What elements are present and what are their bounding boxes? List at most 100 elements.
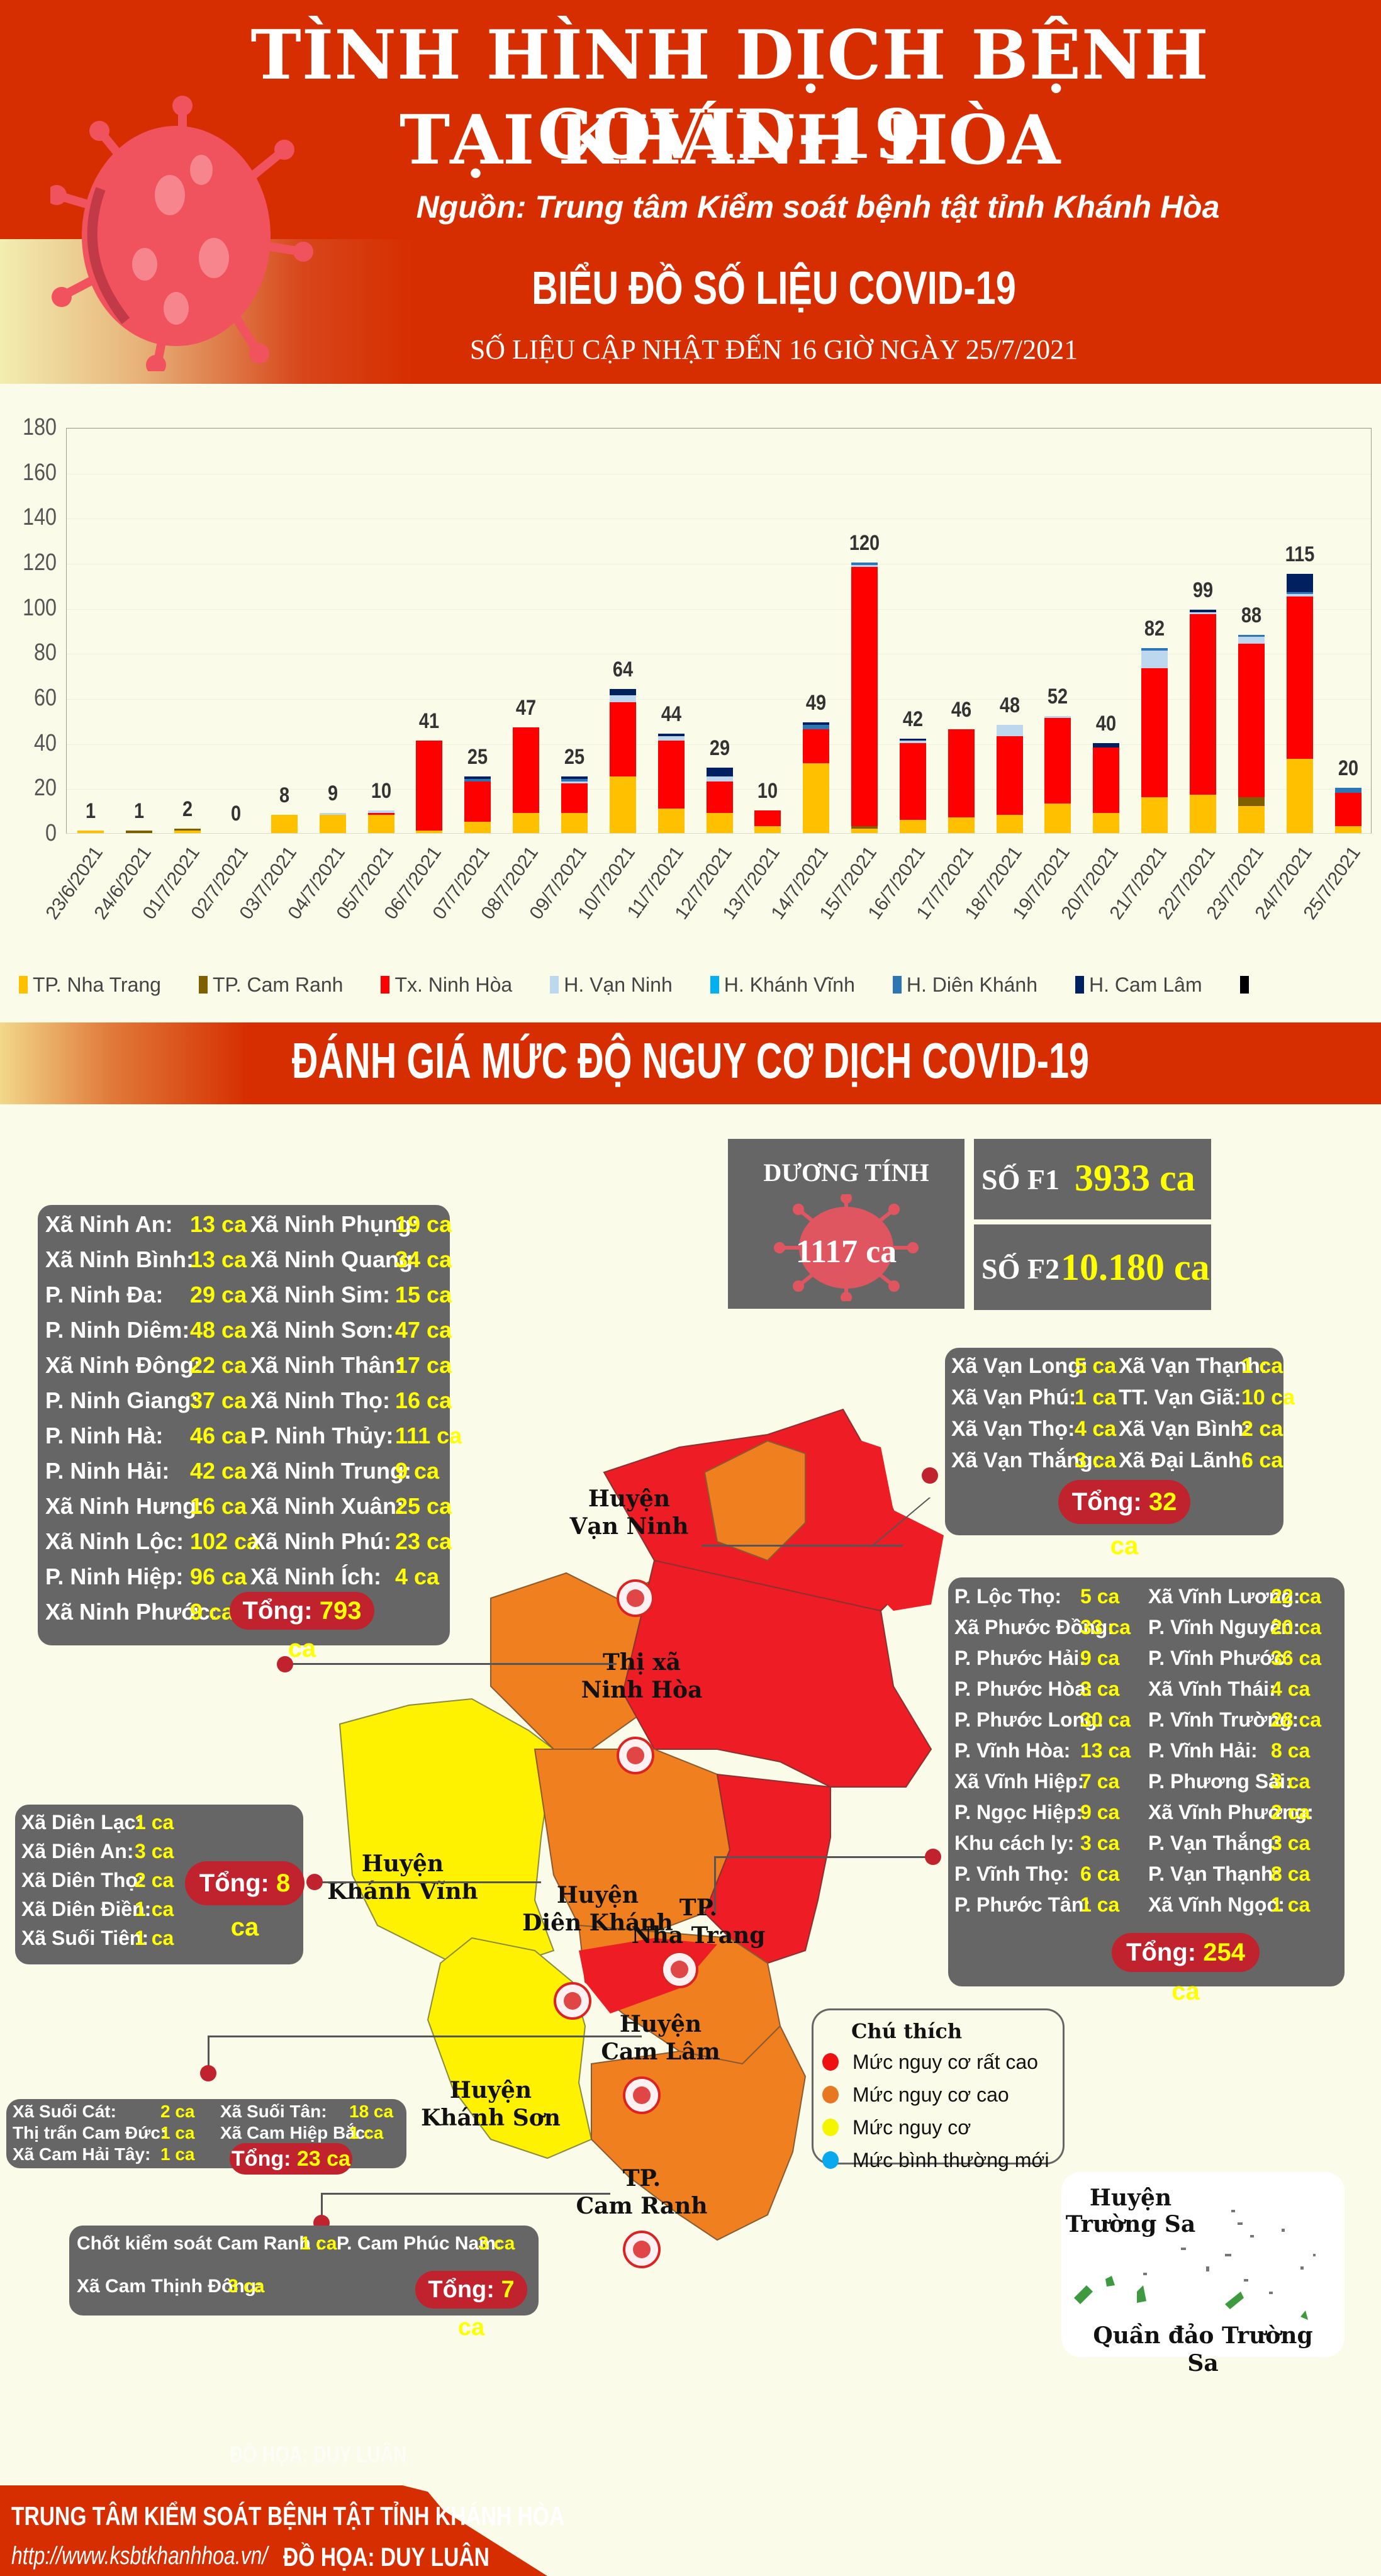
- district-row: Xã Ninh Phú: 23 ca: [250, 1528, 452, 1555]
- ward-name: P. Lộc Thọ:: [954, 1585, 1062, 1608]
- ward-name: Xã Vạn Phú:: [951, 1386, 1076, 1409]
- ward-name: P. Ninh Hải:: [45, 1458, 170, 1484]
- ward-case-count: 3 ca: [1080, 1677, 1120, 1700]
- ward-case-count: 2 ca: [1271, 1801, 1311, 1823]
- ward-case-count: 29 ca: [190, 1282, 247, 1308]
- ward-name: P. Phước Tân:: [954, 1893, 1091, 1916]
- bar-segment: [1044, 718, 1071, 804]
- district-row: Chốt kiểm soát Cam Ranh :1 ca: [77, 2233, 337, 2254]
- bar-segment: [948, 729, 975, 817]
- district-row: Xã Ninh Lộc: 102 ca: [45, 1528, 259, 1555]
- ward-name: TT. Vạn Giã:: [1119, 1386, 1241, 1409]
- bar-stack: [367, 810, 394, 833]
- f1-box: SỐ F1 3933 ca: [974, 1139, 1211, 1219]
- ward-name: P. Ninh Đa:: [45, 1282, 164, 1308]
- map-label-van-ninh: Huyện Vạn Ninh: [569, 1486, 689, 1540]
- bar-segment: [609, 695, 636, 703]
- ward-name: P. Ninh Hà:: [45, 1423, 164, 1448]
- district-row: P. Vĩnh Nguyên: 20 ca: [1148, 1616, 1321, 1639]
- ward-case-count: 4 ca: [395, 1564, 440, 1589]
- ward-name: P. Phước Hải:: [954, 1647, 1086, 1669]
- ward-case-count: 2 ca: [160, 2102, 195, 2121]
- main-title-line1: TÌNH HÌNH DỊCH BỆNH COVID-19: [250, 16, 1209, 174]
- connector-dot: [277, 1656, 293, 1672]
- bar-segment: [1190, 795, 1217, 833]
- ward-case-count: 22 ca: [1271, 1585, 1322, 1608]
- bar-total-label: 82: [1144, 617, 1165, 641]
- ward-case-count: 1 ca: [135, 1811, 174, 1834]
- bar-stack: [1238, 634, 1265, 833]
- bar-segment: [996, 725, 1023, 736]
- bar-segment: [1238, 637, 1265, 644]
- ward-case-count: 42 ca: [190, 1458, 247, 1484]
- bar-total-label: 41: [419, 709, 440, 734]
- bar-segment: [561, 779, 588, 781]
- total-pill: Tổng: 23 ca: [230, 2143, 352, 2175]
- district-row: P. Lộc Thọ: 5 ca: [954, 1585, 1119, 1608]
- y-tick-label: 140: [23, 504, 57, 531]
- virus-pin-icon: [617, 1579, 654, 1617]
- footer-url-link[interactable]: http://www.ksbtkhanhhoa.vn/: [11, 2542, 268, 2570]
- ward-name: Xã Vạn Long:: [951, 1354, 1088, 1378]
- connector-dot: [200, 2065, 216, 2081]
- legend-item: [1239, 976, 1254, 994]
- district-row: Xã Vĩnh Thái: 4 ca: [1148, 1677, 1310, 1701]
- van-ninh-box: Xã Vạn Long: 5 ca Xã Vạn Phú: 1 ca Xã Vạn Th…: [945, 1348, 1295, 1560]
- ward-case-count: 3 ca: [135, 1840, 174, 1862]
- bar-segment: [803, 729, 830, 763]
- district-row: P. Ninh Hiệp: 96 ca: [45, 1564, 247, 1590]
- ward-name: Xã Diên An:: [21, 1840, 134, 1862]
- watermark-credit: ĐỒ HỌA: DUY LUÂN: [230, 2441, 407, 2467]
- ward-case-count: 13 ca: [1080, 1739, 1131, 1762]
- district-row: Xã Ninh Đông: 22 ca: [45, 1352, 247, 1379]
- y-tick-label: 60: [34, 685, 57, 711]
- bar-segment: [706, 768, 733, 777]
- district-row: P. Ninh Thủy: 111 ca: [250, 1423, 462, 1449]
- ward-case-count: 13 ca: [190, 1246, 247, 1272]
- district-row: Xã Ninh Bình: 13 ca: [45, 1246, 247, 1273]
- ward-name: Xã Ninh Sơn:: [250, 1317, 394, 1343]
- risk-legend-label: Mức nguy cơ: [853, 2115, 971, 2139]
- bar-segment: [754, 826, 781, 833]
- connector-line: [289, 1663, 617, 1665]
- bar-segment: [174, 831, 201, 833]
- cam-ranh-box: Chốt kiểm soát Cam Ranh :1 ca P. Cam Phúc…: [69, 2226, 539, 2341]
- map-label-khanh-vinh: Huyện Khánh Vĩnh: [327, 1851, 478, 1905]
- legend-swatch: [19, 976, 28, 994]
- bar-segment: [996, 736, 1023, 815]
- ward-name: Xã Vĩnh Hiệp:: [954, 1770, 1085, 1793]
- bar-total-label: 88: [1241, 603, 1261, 627]
- gridline: [67, 699, 1371, 700]
- virus-icon: [774, 1194, 919, 1301]
- ward-case-count: 10 ca: [1241, 1386, 1295, 1409]
- district-row: Xã Ninh Sim: 15 ca: [250, 1282, 452, 1308]
- district-row: Thị trấn Cam Đức: 1 ca: [13, 2123, 195, 2143]
- bar-segment: [706, 812, 733, 833]
- y-tick-label: 100: [23, 594, 57, 621]
- district-row: Xã Ninh Xuân: 25 ca: [250, 1493, 452, 1520]
- ward-case-count: 19 ca: [395, 1211, 452, 1237]
- chart-title: BIỂU ĐỒ SỐ LIỆU COVID-19: [532, 262, 1016, 314]
- f2-box: SỐ F2 10.180 ca: [974, 1224, 1211, 1310]
- bar-stack: [754, 810, 781, 833]
- risk-legend: Chú thích Mức nguy cơ rất cao Mức nguy cơ…: [812, 2008, 1065, 2171]
- bar-segment: [1093, 742, 1120, 748]
- connector-line: [208, 2036, 210, 2067]
- ward-case-count: 9 ca: [190, 1599, 235, 1625]
- connector-line: [208, 2036, 642, 2037]
- ward-case-count: 28 ca: [1271, 1708, 1322, 1731]
- ward-name: Xã Ninh Hưng:: [45, 1493, 204, 1519]
- gridline: [67, 744, 1371, 745]
- bar-segment: [657, 741, 685, 809]
- bar-stack: [1286, 573, 1313, 833]
- ward-case-count: 33 ca: [1080, 1616, 1131, 1638]
- ward-name: Xã Ninh Bình:: [45, 1246, 194, 1272]
- bar-stack: [416, 741, 443, 833]
- district-row: Xã Vĩnh Hiệp: 7 ca: [954, 1770, 1119, 1793]
- truong-sa-title: Huyện Trường Sa: [1065, 2185, 1196, 2237]
- bar-segment: [367, 812, 394, 815]
- bar-segment: [416, 741, 443, 831]
- ward-name: Xã Suối Tiên:: [21, 1927, 149, 1949]
- bar-segment: [803, 725, 830, 730]
- bar-segment: [561, 781, 588, 784]
